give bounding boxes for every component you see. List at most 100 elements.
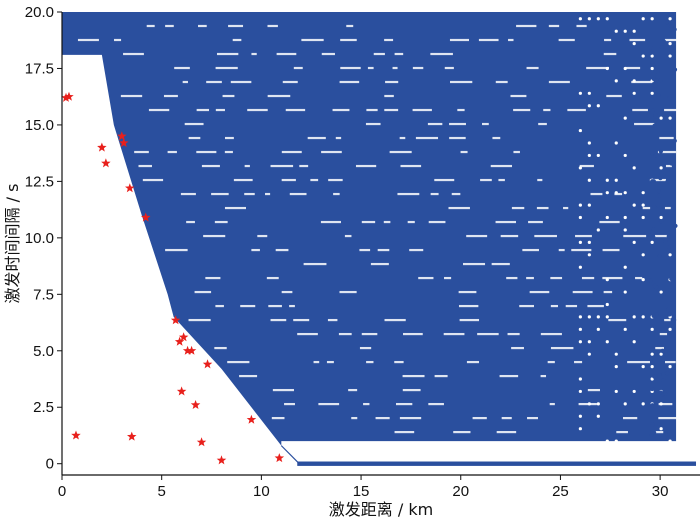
cloud-gap-streak xyxy=(659,332,668,336)
cloud-gap-streak xyxy=(196,150,217,154)
cloud-gap-streak xyxy=(335,136,342,140)
cloud-sparse-gap xyxy=(632,42,636,46)
cloud-gap-streak xyxy=(453,430,471,434)
cloud-gap-streak xyxy=(501,416,512,420)
cloud-gap-streak xyxy=(385,80,399,84)
cloud-gap-streak xyxy=(608,318,627,322)
cloud-gap-streak xyxy=(148,108,170,112)
cloud-gap-streak xyxy=(428,220,446,224)
cloud-gap-streak xyxy=(270,318,287,322)
cloud-gap-streak xyxy=(293,318,310,322)
star-point xyxy=(190,400,201,409)
cloud-gap-streak xyxy=(665,360,676,364)
cloud-sparse-gap xyxy=(641,315,645,319)
cloud-gap-streak xyxy=(227,360,250,364)
cloud-point xyxy=(650,61,655,66)
cloud-sparse-gap xyxy=(623,402,627,406)
cloud-point xyxy=(664,20,670,25)
cloud-sparse-gap xyxy=(596,414,600,418)
cloud-point xyxy=(654,285,659,290)
cloud-sparse-gap xyxy=(587,153,591,158)
cloud-sparse-gap xyxy=(578,240,582,244)
cloud-sparse-gap xyxy=(659,215,663,220)
cloud-gap-streak xyxy=(634,122,655,126)
cloud-point xyxy=(667,96,672,101)
cloud-point xyxy=(671,365,676,370)
cloud-gap-streak xyxy=(239,374,258,378)
cloud-gap-streak xyxy=(327,318,338,322)
cloud-gap-streak xyxy=(297,332,318,336)
cloud-point xyxy=(671,323,676,328)
cloud-point xyxy=(654,78,659,83)
cloud-gap-streak xyxy=(513,108,531,112)
x-tick-label: 0 xyxy=(58,483,66,500)
cloud-gap-streak xyxy=(267,24,278,28)
cloud-gap-streak xyxy=(165,248,188,252)
star-point xyxy=(119,138,129,147)
cloud-gap-streak xyxy=(224,150,233,154)
cloud-point xyxy=(657,193,662,198)
cloud-gap-streak xyxy=(134,150,149,154)
cloud-gap-streak xyxy=(427,122,443,126)
cloud-point xyxy=(666,234,671,239)
cloud-gap-streak xyxy=(495,220,517,224)
cloud-gap-streak xyxy=(344,234,352,238)
cloud-gap-streak xyxy=(511,206,525,210)
cloud-gap-streak xyxy=(270,164,294,168)
cloud-sparse-gap xyxy=(614,352,618,356)
cloud-gap-streak xyxy=(472,416,487,420)
cloud-sparse-gap xyxy=(623,116,627,120)
cloud-gap-streak xyxy=(284,402,295,406)
cloud-sparse-gap xyxy=(668,253,672,257)
cloud-sparse-gap xyxy=(650,327,654,331)
cloud-gap-streak xyxy=(434,178,455,182)
cloud-sparse-gap xyxy=(641,364,645,369)
cloud-sparse-gap xyxy=(623,228,627,232)
cloud-gap-streak xyxy=(602,248,620,252)
cloud-gap-streak xyxy=(459,318,480,322)
cloud-gap-streak xyxy=(377,248,390,252)
cloud-gap-streak xyxy=(558,248,565,252)
cloud-gap-streak xyxy=(180,192,196,196)
x-tick-label: 20 xyxy=(452,483,469,500)
cloud-gap-streak xyxy=(664,108,680,112)
cloud-sparse-gap xyxy=(659,352,663,356)
cloud-point xyxy=(653,374,658,379)
cloud-gap-streak xyxy=(540,332,562,336)
cloud-sparse-gap xyxy=(578,166,582,170)
cloud-sparse-gap xyxy=(578,389,582,394)
cloud-gap-streak xyxy=(642,206,651,210)
cloud-sparse-gap xyxy=(596,153,600,158)
cloud-point xyxy=(668,287,673,293)
star-point xyxy=(174,336,185,346)
cloud-gap-streak xyxy=(508,38,514,42)
cloud-sparse-gap xyxy=(605,17,609,21)
cloud-sparse-gap xyxy=(668,17,672,21)
cloud-gap-streak xyxy=(491,262,510,266)
star-point xyxy=(71,430,81,440)
cloud-gap-streak xyxy=(590,192,603,196)
cloud-gap-streak xyxy=(281,290,293,294)
cloud-point xyxy=(661,372,666,377)
cloud-gap-streak xyxy=(664,318,671,322)
cloud-gap-streak xyxy=(215,304,224,308)
cloud-sparse-gap xyxy=(650,91,654,95)
cloud-gap-streak xyxy=(602,276,623,280)
cloud-gap-streak xyxy=(351,416,358,420)
cloud-point xyxy=(661,378,666,383)
cloud-gap-streak xyxy=(375,416,390,420)
cloud-gap-streak xyxy=(267,94,291,98)
cloud-gap-streak xyxy=(604,38,612,42)
cloud-gap-streak xyxy=(214,346,227,350)
cloud-gap-streak xyxy=(365,122,381,126)
cloud-gap-streak xyxy=(366,360,374,364)
cloud-gap-streak xyxy=(587,304,604,308)
cloud-gap-streak xyxy=(281,150,302,154)
cloud-gap-streak xyxy=(114,38,122,42)
cloud-gap-streak xyxy=(215,66,238,70)
cloud-gap-streak xyxy=(576,24,587,28)
cloud-gap-streak xyxy=(196,108,210,112)
cloud-gap-streak xyxy=(232,38,242,42)
cloud-gap-streak xyxy=(251,248,260,252)
cloud-sparse-gap xyxy=(605,178,609,182)
